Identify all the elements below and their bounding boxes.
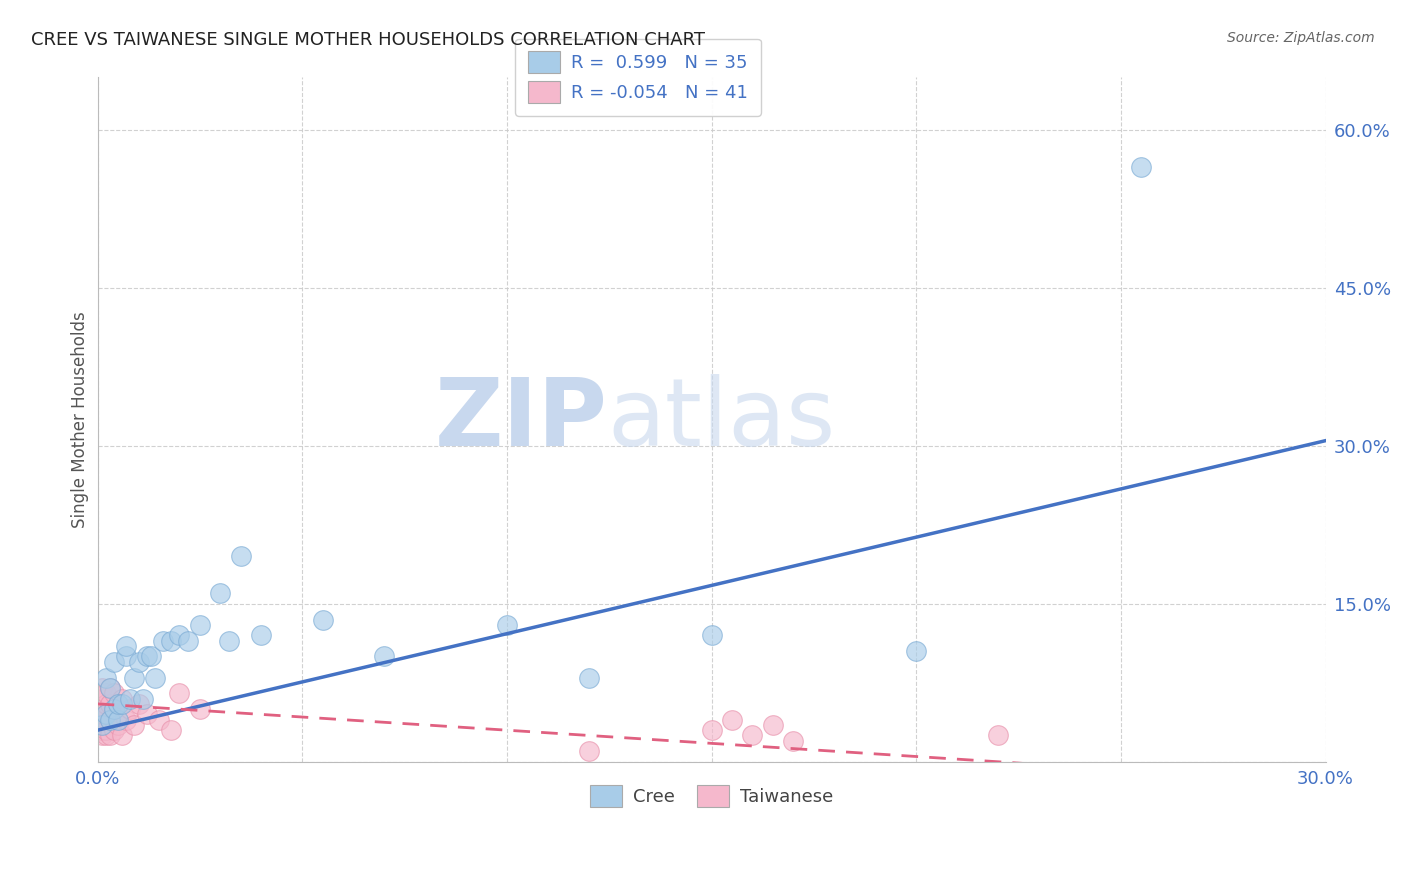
Point [107,713,129,727]
Point [128,697,150,711]
Text: atlas: atlas [607,374,835,466]
Point [94,707,117,722]
Point [107,697,129,711]
Point [115,649,138,664]
Point [176,633,198,648]
Point [135,649,157,664]
Point [120,702,142,716]
Point [128,655,150,669]
Point [107,697,129,711]
Point [90,718,112,732]
Point [135,707,157,722]
Point [124,671,146,685]
Point [312,613,335,627]
Point [905,644,928,658]
Point [762,718,785,732]
Point [143,671,166,685]
Text: CREE VS TAIWANESE SINGLE MOTHER HOUSEHOLDS CORRELATION CHART: CREE VS TAIWANESE SINGLE MOTHER HOUSEHOL… [31,31,704,49]
Point [218,633,240,648]
Point [103,655,125,669]
Point [124,718,146,732]
Point [90,691,112,706]
Point [578,671,600,685]
Point [94,707,117,722]
Point [98,681,121,695]
Point [169,686,191,700]
Point [188,618,211,632]
Point [131,691,153,706]
Point [229,549,252,564]
Point [160,723,183,738]
Point [700,628,723,642]
Point [103,702,125,716]
Point [98,728,121,742]
Point [98,697,121,711]
Legend: Cree, Taiwanese: Cree, Taiwanese [582,778,841,814]
Point [148,713,170,727]
Point [987,728,1010,742]
Point [90,728,112,742]
Text: ZIP: ZIP [434,374,607,466]
Point [90,718,112,732]
Text: Source: ZipAtlas.com: Source: ZipAtlas.com [1227,31,1375,45]
Point [94,671,117,685]
Point [700,723,723,738]
Point [111,697,134,711]
Y-axis label: Single Mother Households: Single Mother Households [72,311,89,528]
Point [90,713,112,727]
Point [1130,160,1153,174]
Point [98,713,121,727]
Point [107,718,129,732]
Point [373,649,395,664]
Point [188,702,211,716]
Point [782,733,804,747]
Point [120,691,142,706]
Point [741,728,763,742]
Point [160,633,183,648]
Point [103,723,125,738]
Point [103,702,125,716]
Point [94,723,117,738]
Point [98,713,121,727]
Point [94,686,117,700]
Point [90,707,112,722]
Point [496,618,519,632]
Point [111,728,134,742]
Point [721,713,744,727]
Point [139,649,162,664]
Point [90,723,112,738]
Point [90,681,112,695]
Point [152,633,174,648]
Point [209,586,232,600]
Point [115,639,138,653]
Point [94,718,117,732]
Point [115,713,138,727]
Point [98,681,121,695]
Point [250,628,273,642]
Point [94,697,117,711]
Point [103,686,125,700]
Point [578,744,600,758]
Point [94,728,117,742]
Point [169,628,191,642]
Point [111,691,134,706]
Point [90,702,112,716]
